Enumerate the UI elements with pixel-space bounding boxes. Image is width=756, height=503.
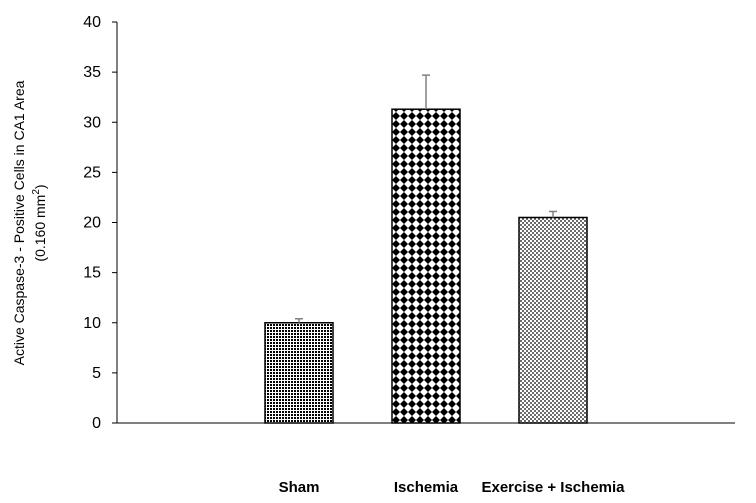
y-tick-label: 25	[83, 164, 101, 181]
y-tick-label: 30	[83, 114, 101, 131]
y-axis-unit-superscript: 2	[31, 189, 42, 195]
bar-exercise-ischemia	[518, 216, 588, 424]
y-axis: 0 5 10 15 20 25 30 35 40	[83, 14, 118, 432]
y-tick-label: 5	[92, 365, 101, 382]
y-tick-label: 35	[83, 64, 101, 81]
bars	[264, 108, 588, 424]
y-tick-label: 15	[83, 265, 101, 282]
y-tick-label: 10	[83, 315, 101, 332]
y-axis-unit-suffix: )	[32, 184, 48, 189]
y-axis-label: Active Caspase-3 - Positive Cells in CA1…	[11, 80, 27, 365]
category-label: Sham	[279, 479, 320, 496]
category-label: Exercise + Ischemia	[481, 479, 625, 496]
y-tick-label: 0	[92, 415, 101, 432]
y-axis-label-unit: (0.160 mm2)	[31, 184, 48, 261]
category-label: Ischemia	[394, 479, 459, 496]
error-bars	[295, 74, 557, 323]
y-axis-unit-prefix: (0.160 mm	[32, 195, 48, 262]
bar-ischemia	[391, 108, 461, 424]
bar-sham	[264, 322, 334, 424]
category-labels: Sham Ischemia Exercise + Ischemia	[279, 479, 626, 496]
y-tick-label: 20	[83, 215, 101, 232]
y-tick-label: 40	[83, 14, 101, 31]
